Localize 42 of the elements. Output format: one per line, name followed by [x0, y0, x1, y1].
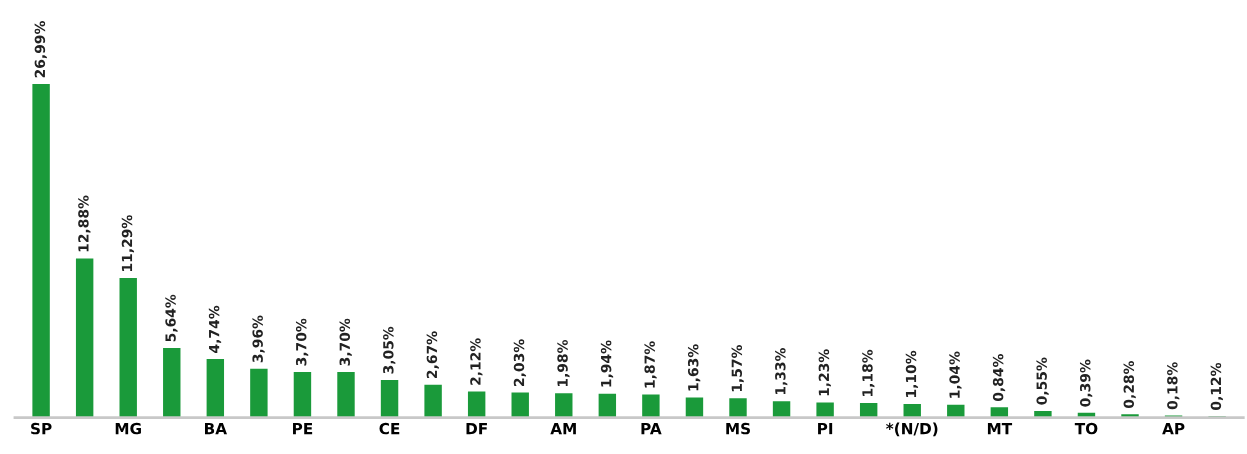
data-label: 1,18%	[862, 349, 875, 396]
x-tick-label: MT	[987, 423, 1013, 435]
x-tick-label: TO	[1074, 422, 1098, 435]
x-tick-label: MG	[115, 422, 141, 435]
x-tick-label: AM	[550, 423, 576, 435]
x-tick-label: PA	[641, 423, 662, 435]
data-label: 1,94%	[600, 340, 614, 387]
x-tick-label: CE	[379, 422, 400, 435]
data-label: 11,29%	[121, 215, 135, 271]
data-label: 5,64%	[165, 294, 178, 342]
data-label: 2,67%	[426, 331, 439, 379]
data-label: 3,70%	[339, 318, 352, 366]
data-label: 1,23%	[818, 349, 831, 396]
data-label: 1,87%	[644, 341, 657, 388]
x-tick-label: DF	[466, 423, 487, 435]
data-label: 3,96%	[252, 315, 265, 363]
data-label: 1,04%	[949, 351, 962, 398]
data-label: 0,12%	[1210, 362, 1223, 410]
x-tick-label: *(N/D)	[886, 422, 938, 437]
data-label: 0,55%	[1036, 357, 1049, 405]
data-label: 2,12%	[470, 338, 483, 385]
data-label: 1,33%	[775, 347, 788, 395]
data-label: 3,05%	[383, 326, 396, 374]
data-label: 0,28%	[1123, 360, 1136, 408]
x-tick-label: MS	[726, 422, 750, 435]
data-label: 0,39%	[1079, 359, 1093, 407]
x-tick-label: PE	[293, 423, 313, 435]
data-label: 3,70%	[295, 318, 309, 366]
x-tick-label: BA	[204, 423, 227, 435]
data-label: 2,03%	[513, 339, 527, 386]
data-label: 4,74%	[208, 305, 222, 353]
data-label: 26,99%	[34, 21, 47, 78]
data-label: 0,18%	[1167, 362, 1180, 410]
x-tick-label: SP	[31, 422, 52, 435]
data-label: 1,63%	[687, 344, 701, 391]
x-tick-label: AP	[1162, 423, 1185, 435]
data-label: 1,10%	[905, 350, 919, 397]
x-tick-label: PI	[818, 423, 833, 435]
data-label: 1,57%	[731, 344, 744, 392]
data-label: 12,88%	[78, 195, 91, 252]
data-label: 1,98%	[557, 339, 570, 387]
data-label: 0,84%	[992, 354, 1006, 402]
